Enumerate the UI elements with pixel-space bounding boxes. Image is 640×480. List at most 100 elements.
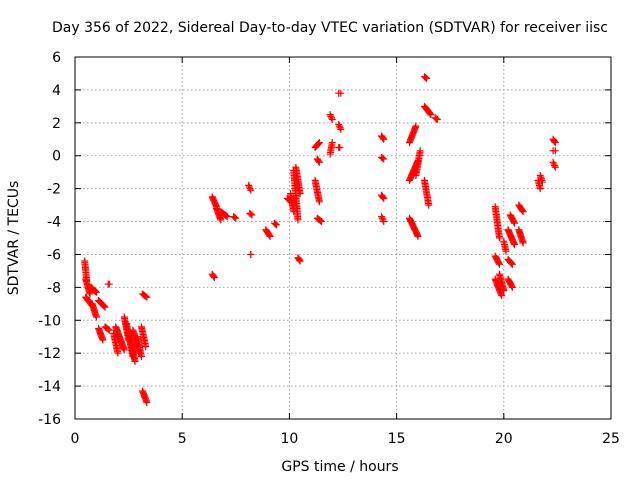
data-point	[378, 213, 386, 221]
chart-title: Day 356 of 2022, Sidereal Day-to-day VTE…	[52, 20, 608, 36]
data-point	[100, 302, 108, 310]
grid-lines	[75, 57, 611, 419]
data-point	[101, 303, 109, 311]
data-point	[247, 210, 255, 218]
data-point	[380, 155, 388, 163]
data-point	[315, 158, 323, 166]
data-point	[502, 247, 510, 255]
data-point	[86, 290, 94, 298]
x-tick-label: 5	[178, 431, 187, 447]
y-tick-label: 6	[52, 50, 61, 66]
data-point	[315, 139, 323, 147]
data-point	[519, 239, 527, 247]
x-tick-label: 20	[495, 431, 513, 447]
data-point	[231, 213, 239, 221]
data-point	[99, 301, 107, 309]
y-tick-label: -2	[47, 182, 61, 198]
data-point	[551, 162, 559, 170]
data-point	[114, 349, 122, 357]
data-point	[422, 74, 430, 82]
data-point	[265, 231, 273, 239]
data-point	[137, 352, 145, 360]
y-tick-label: -8	[47, 280, 61, 296]
data-point	[328, 116, 336, 124]
data-point	[245, 181, 253, 189]
data-point	[551, 139, 559, 147]
data-point	[105, 280, 113, 288]
data-point	[327, 112, 335, 120]
data-point	[92, 288, 100, 296]
data-point	[105, 326, 113, 334]
data-point	[266, 232, 274, 240]
data-point	[380, 218, 388, 226]
x-tick-label: 15	[388, 431, 406, 447]
data-point	[315, 198, 323, 206]
data-point	[550, 160, 558, 168]
axis-ticks: 0 5 10 15 20 25 -16 -14 -12 -10 -8 -6 -4 -2 0 2 4 6	[38, 50, 620, 447]
data-point	[222, 212, 230, 220]
data-point	[104, 325, 112, 333]
data-point	[131, 357, 139, 365]
data-point	[508, 282, 516, 290]
x-tick-label: 10	[280, 431, 298, 447]
y-tick-label: 2	[52, 116, 61, 132]
data-point	[426, 110, 434, 118]
data-point	[498, 292, 506, 300]
data-point	[318, 218, 326, 226]
data-point	[425, 201, 433, 209]
data-point	[412, 122, 420, 130]
data-point	[379, 134, 387, 142]
plot-frame	[74, 56, 612, 420]
data-point	[99, 336, 107, 344]
data-point	[296, 257, 304, 265]
data-point	[378, 214, 386, 222]
data-point	[496, 234, 504, 242]
data-point	[294, 216, 302, 224]
data-point	[508, 283, 516, 291]
y-tick-label: 4	[52, 83, 61, 99]
data-point	[92, 313, 100, 321]
data-point	[247, 250, 255, 258]
data-point	[142, 292, 150, 300]
data-point	[328, 139, 336, 147]
data-point	[416, 147, 424, 155]
data-point	[326, 111, 334, 119]
data-point	[433, 116, 441, 124]
data-point	[210, 272, 218, 280]
data-point	[335, 120, 343, 128]
data-point	[551, 163, 559, 171]
data-point	[92, 287, 100, 295]
data-point	[143, 293, 151, 301]
data-point	[143, 399, 151, 407]
data-point	[295, 256, 303, 264]
data-point	[296, 190, 304, 198]
x-tick-label: 25	[602, 431, 620, 447]
data-point	[551, 137, 559, 145]
data-point	[414, 232, 422, 240]
data-point	[379, 154, 387, 162]
x-axis-label: GPS time / hours	[281, 459, 398, 475]
data-point	[232, 214, 240, 222]
data-point	[337, 125, 345, 133]
data-point	[217, 216, 225, 224]
data-point	[511, 219, 519, 227]
y-tick-label: 0	[52, 149, 61, 165]
data-point	[246, 185, 254, 193]
y-tick-label: -16	[38, 412, 61, 428]
data-point	[273, 221, 281, 229]
data-point	[508, 259, 516, 267]
data-point	[495, 259, 503, 267]
data-point	[247, 186, 255, 194]
data-point	[316, 217, 324, 225]
data-point	[536, 185, 544, 193]
data-point	[518, 207, 526, 215]
data-point	[551, 147, 559, 155]
data-point	[500, 287, 508, 295]
data-point	[245, 183, 253, 191]
data-point	[223, 213, 231, 221]
data-point	[432, 115, 440, 123]
data-point	[380, 135, 388, 143]
data-point	[210, 273, 218, 281]
data-point	[120, 346, 128, 354]
